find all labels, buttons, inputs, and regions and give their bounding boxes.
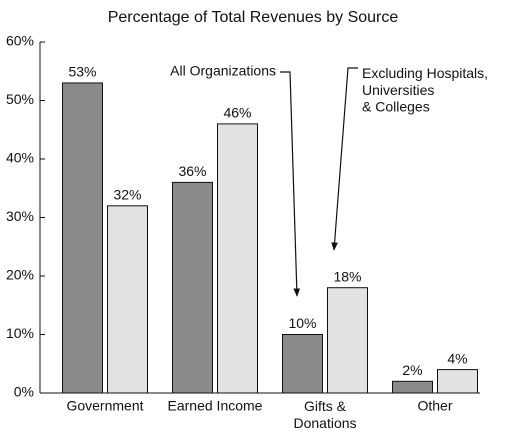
x-tick-label: Government: [66, 398, 143, 414]
x-tick-label: Gifts & Donations: [293, 398, 356, 431]
value-label: 32%: [113, 187, 141, 203]
legend-label: Excluding Hospitals, Universities & Colleg…: [362, 65, 488, 115]
bar: [172, 181, 213, 394]
bar: [437, 369, 478, 394]
bar: [217, 123, 258, 394]
bar: [282, 334, 323, 394]
value-label: 2%: [402, 362, 422, 378]
x-tick-label: Other: [417, 398, 452, 414]
y-tick-label: 10%: [6, 325, 34, 341]
chart-title: Percentage of Total Revenues by Source: [108, 9, 399, 26]
x-tick-label: Earned Income: [168, 398, 263, 414]
value-label: 46%: [223, 105, 251, 121]
value-label: 36%: [178, 163, 206, 179]
legend-label: All Organizations: [170, 63, 276, 79]
y-tick-label: 0%: [14, 384, 34, 400]
y-tick-label: 50%: [6, 91, 34, 107]
value-label: 4%: [447, 350, 467, 366]
value-label: 53%: [68, 64, 96, 80]
y-tick-label: 30%: [6, 208, 34, 224]
leader-line: [280, 71, 301, 297]
y-tick-label: 20%: [6, 267, 34, 283]
bar: [107, 205, 148, 394]
value-label: 18%: [333, 268, 361, 284]
value-label: 10%: [288, 315, 316, 331]
bar: [392, 380, 433, 394]
bar: [327, 287, 368, 394]
leader-line: [331, 67, 358, 251]
y-tick-label: 40%: [6, 150, 34, 166]
bar: [62, 82, 103, 394]
y-tick-label: 60%: [6, 33, 34, 49]
